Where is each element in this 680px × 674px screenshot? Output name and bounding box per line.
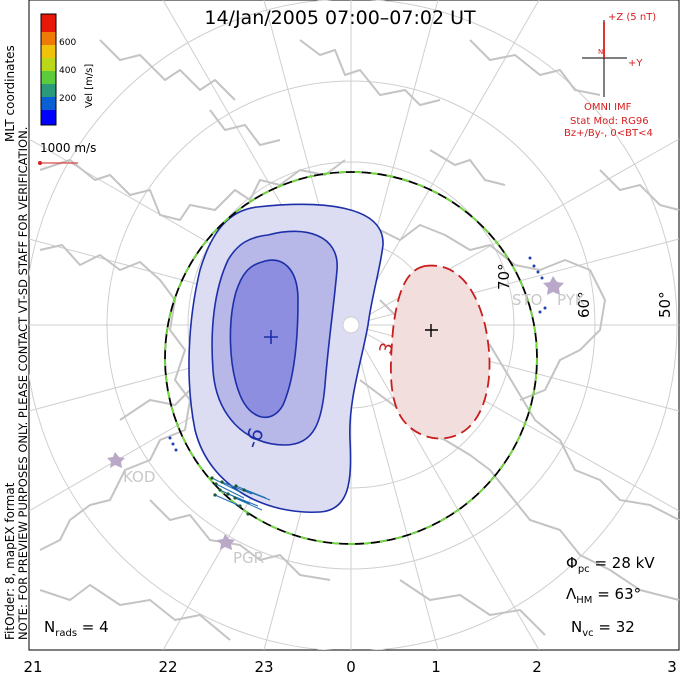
colorbar-label: Vel [m/s]: [84, 63, 95, 108]
velocity-vector-points-west: [210, 476, 250, 516]
scale-vector-dot: [38, 161, 42, 165]
mlt-tick-21: 21: [23, 658, 43, 674]
imf-model-label: Stat Mod: RG96: [570, 116, 649, 127]
phi-pc-stat: Φpc = 28 kV: [566, 554, 655, 575]
velocity-vector-points-kod: [168, 436, 178, 452]
imf-z-label: +Z (5 nT): [608, 12, 657, 23]
colorbar-tick-400: 400: [59, 66, 77, 76]
mlt-tick-2: 2: [532, 658, 542, 674]
velocity-vector-points-east: [528, 256, 547, 314]
negative-convection-cell: [188, 203, 384, 514]
n-vc-value: 32: [615, 618, 635, 636]
preview-notice: NOTE: FOR PREVIEW PURPOSES ONLY. PLEASE …: [16, 126, 30, 640]
phi-pc-value: 28 kV: [611, 554, 655, 572]
imf-y-label: +Y: [628, 58, 643, 69]
colorbar-tick-600: 600: [59, 38, 77, 48]
mlt-tick-0: 0: [346, 658, 356, 674]
fit-order-label: FitOrder: 8, mapEX format: [3, 482, 17, 640]
hm-boundary-green: [164, 171, 538, 545]
imf-condition-label: Bz+/By-, 0<BT<4: [564, 128, 653, 139]
latitude-label-70: 70°: [495, 263, 513, 290]
imf-n-label: N: [598, 48, 604, 56]
latitude-label-50: 50°: [656, 291, 674, 318]
mlt-tick-23: 23: [254, 658, 274, 674]
n-rads-value: 4: [99, 618, 109, 636]
velocity-colorbar: [40, 13, 57, 126]
lambda-hm-stat: ΛHM = 63°: [566, 585, 642, 606]
pole-marker: [342, 316, 360, 334]
mlt-tick-1: 1: [431, 658, 441, 674]
imf-source-label: OMNI IMF: [584, 102, 632, 113]
station-label-pgr: PGR: [233, 549, 265, 567]
mlt-tick-3: 3: [667, 658, 677, 674]
station-label-kod: KOD: [123, 468, 156, 486]
positive-convection-cell: [390, 264, 491, 440]
mlt-tick-22: 22: [158, 658, 178, 674]
station-label-pyk: PYK: [557, 291, 585, 309]
velocity-vectors-west: [211, 477, 271, 511]
n-vc-stat: Nvc = 32: [571, 618, 635, 639]
station-label-sto: STO: [512, 291, 543, 309]
coords-label: MLT coordinates: [3, 45, 17, 142]
n-rads-stat: Nrads = 4: [44, 618, 109, 639]
figure-title: 14/Jan/2005 07:00–07:02 UT: [204, 7, 476, 29]
scale-vector-label: 1000 m/s: [40, 141, 97, 155]
colorbar-tick-200: 200: [59, 94, 77, 104]
lambda-hm-value: 63°: [614, 585, 642, 603]
station-markers: [107, 276, 564, 550]
